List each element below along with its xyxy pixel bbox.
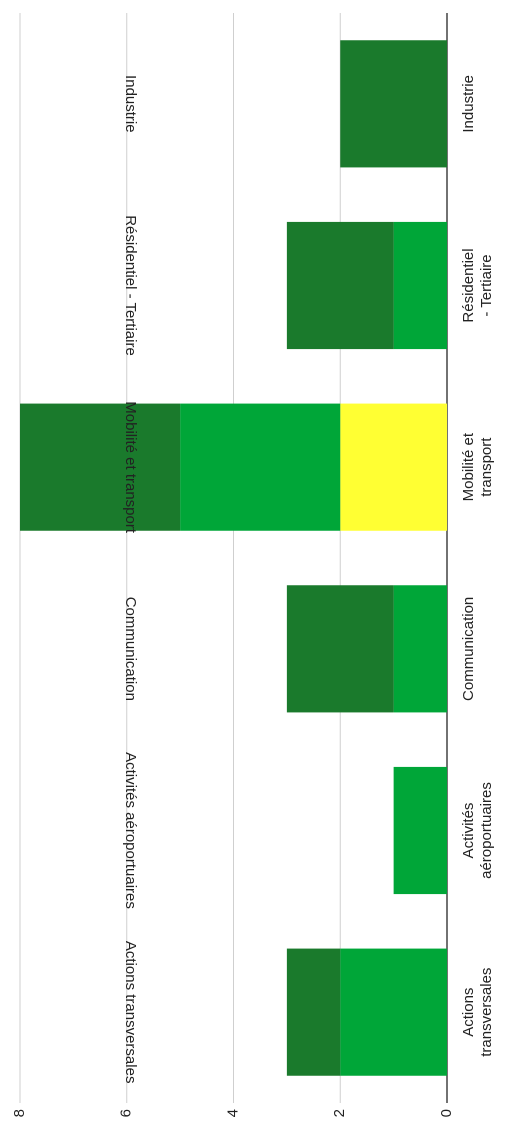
bar-segment: [340, 403, 447, 531]
bar-segment: [393, 221, 447, 350]
category-watermark: Activités aéroportuaires: [122, 752, 139, 909]
x-tick-label: Résidentiel- Tertiaire: [460, 248, 495, 322]
x-tick-label: Communication: [460, 597, 477, 701]
bar-segment: [393, 585, 447, 713]
y-tick-label: 8: [11, 1109, 28, 1117]
category-watermark: Industrie: [122, 75, 139, 133]
bar-segment: [340, 948, 447, 1076]
x-tick-label: Industrie: [460, 75, 477, 133]
bar-segment: [286, 948, 341, 1076]
y-tick-label: 2: [331, 1109, 348, 1117]
y-tick-label: 6: [118, 1109, 135, 1117]
category-watermark: Résidentiel - Tertiaire: [122, 215, 139, 356]
category-watermark: Mobilité et transport: [122, 401, 139, 534]
y-tick-label: 4: [224, 1109, 241, 1117]
bar-segment: [180, 403, 341, 531]
bar-segment: [340, 40, 447, 168]
bar-segment: [20, 403, 181, 531]
bar-segment: [393, 766, 447, 895]
bar-segment: [286, 585, 394, 713]
bar-segment: [286, 221, 394, 350]
category-watermark: Communication: [122, 597, 139, 701]
x-tick-label: Activitésaéroportuaires: [460, 782, 495, 879]
x-tick-label: Actionstransversales: [460, 968, 495, 1057]
y-tick-label: 0: [438, 1109, 455, 1117]
category-watermark: Actions transversales: [122, 941, 139, 1084]
x-tick-label: Mobilité ettransport: [460, 432, 495, 501]
